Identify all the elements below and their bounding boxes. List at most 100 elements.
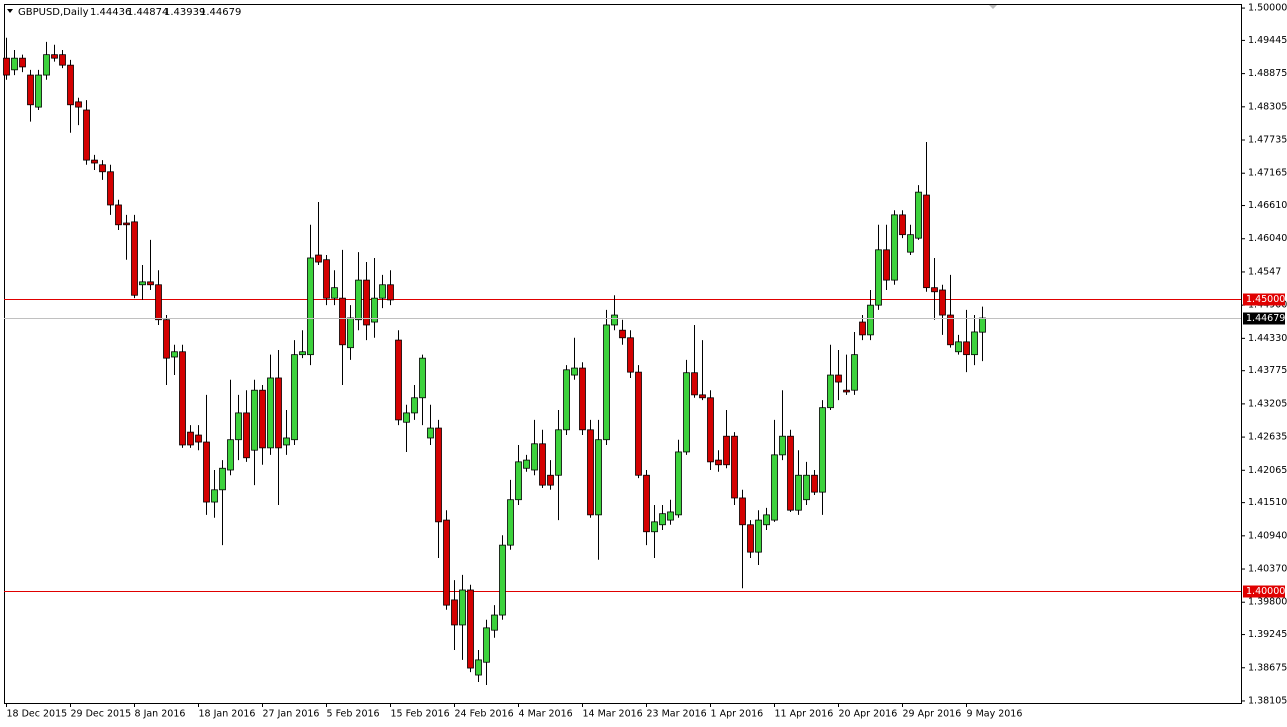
candle-body (835, 374, 842, 383)
x-tick-label: 11 Apr 2016 (775, 709, 834, 720)
candle-body (331, 287, 338, 299)
candle-body (619, 329, 626, 339)
candle-body (739, 497, 746, 526)
candle-body (123, 222, 130, 226)
x-tick-label: 18 Dec 2015 (7, 709, 68, 720)
candle-body (587, 429, 594, 516)
candle-body (859, 321, 866, 336)
candle-body (171, 351, 178, 358)
candle-body (523, 459, 530, 469)
candle-body (611, 314, 618, 326)
candle-body (483, 627, 490, 663)
candle-body (675, 451, 682, 516)
candle-body (635, 371, 642, 476)
candle-body (315, 254, 322, 263)
candle-body (515, 461, 522, 501)
y-tick-label: 1.4547 (1248, 266, 1281, 277)
candle-body (691, 372, 698, 396)
candle-body (139, 281, 146, 286)
x-tick-label: 15 Feb 2016 (391, 709, 450, 720)
y-tick-label: 1.44330 (1248, 333, 1287, 344)
candle-body (771, 454, 778, 521)
candle-body (43, 54, 50, 76)
candle-body (195, 434, 202, 443)
candle-body (467, 589, 474, 669)
candle-body (11, 57, 18, 71)
x-tick-label: 23 Mar 2016 (647, 709, 707, 720)
candle-body (715, 459, 722, 466)
candle-body (35, 74, 42, 108)
level-label-box (1243, 293, 1285, 306)
candle-body (947, 314, 954, 346)
candle-body (283, 437, 290, 446)
candle-body (699, 394, 706, 399)
y-tick-label: 1.38105 (1248, 695, 1287, 706)
candle-body (107, 171, 114, 206)
candle-body (291, 354, 298, 441)
candle-body (131, 221, 138, 296)
candle-body (451, 599, 458, 626)
candle-body (387, 284, 394, 301)
candle-body (547, 474, 554, 486)
x-tick-label: 29 Dec 2015 (71, 709, 132, 720)
candle-body (627, 337, 634, 373)
candle-body (923, 194, 930, 289)
candle-body (555, 429, 562, 476)
candle-body (427, 427, 434, 439)
candle-body (299, 351, 306, 356)
candle-body (187, 431, 194, 446)
candle-body (899, 214, 906, 236)
candle-body (955, 341, 962, 353)
menu-arrow[interactable] (7, 9, 13, 13)
candle-body (211, 489, 218, 503)
y-tick-label: 1.47165 (1248, 168, 1287, 179)
candle-body (795, 474, 802, 511)
y-tick-label: 1.39245 (1248, 629, 1287, 640)
candle-body (395, 339, 402, 421)
y-tick-label: 1.49445 (1248, 35, 1287, 46)
candle-body (571, 367, 578, 376)
candle-body (939, 289, 946, 316)
candle-body (251, 389, 258, 451)
candle-body (579, 367, 586, 431)
candle-body (731, 435, 738, 499)
candle-body (99, 164, 106, 173)
y-tick-label: 1.50000 (1248, 3, 1287, 14)
candle-body (787, 435, 794, 511)
candle-body (659, 513, 666, 526)
y-tick-label: 1.41510 (1248, 497, 1287, 508)
candle-body (819, 407, 826, 493)
shift-marker (989, 5, 997, 9)
candle-body (755, 519, 762, 553)
candle-body (595, 439, 602, 516)
candle-body (475, 659, 482, 676)
candle-body (539, 443, 546, 486)
candle-body (59, 54, 66, 66)
x-tick-label: 18 Jan 2016 (199, 709, 256, 720)
candle-body (723, 435, 730, 466)
candle-body (979, 317, 986, 333)
candle-body (707, 397, 714, 463)
candle-body (563, 369, 570, 431)
y-tick-label: 1.39800 (1248, 597, 1287, 608)
candle-body (411, 397, 418, 414)
candle-body (507, 499, 514, 546)
plot-frame (4, 4, 1242, 704)
y-tick-label: 1.46610 (1248, 200, 1287, 211)
y-tick-label: 1.42635 (1248, 432, 1287, 443)
y-tick-label: 1.38675 (1248, 662, 1287, 673)
candle-body (907, 234, 914, 253)
y-tick-label: 1.40940 (1248, 530, 1287, 541)
candle-body (531, 443, 538, 471)
candle-body (27, 74, 34, 106)
candle-body (307, 257, 314, 356)
y-tick-label: 1.42065 (1248, 465, 1287, 476)
candle-body (851, 354, 858, 391)
x-tick-label: 27 Jan 2016 (263, 709, 320, 720)
candle-body (243, 412, 250, 459)
candle-body (603, 324, 610, 441)
candle-body (843, 389, 850, 393)
y-tick-label: 1.47735 (1248, 135, 1287, 146)
